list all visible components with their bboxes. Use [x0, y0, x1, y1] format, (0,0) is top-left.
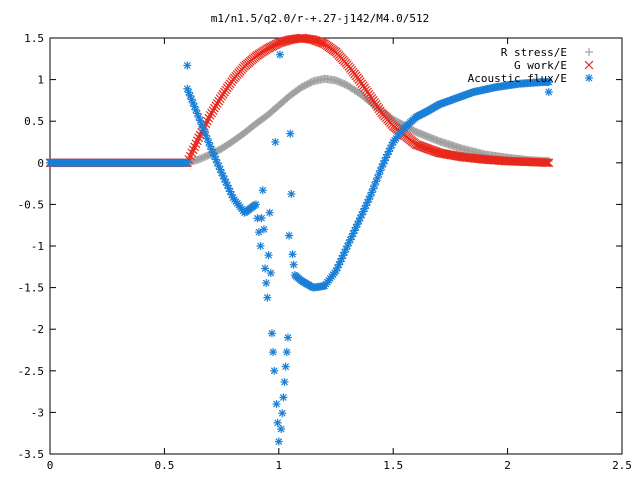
- data-point: [257, 214, 266, 223]
- data-point: [273, 418, 282, 427]
- data-point: [258, 186, 267, 195]
- data-point: [188, 145, 198, 155]
- x-tick-label: 2: [504, 459, 511, 472]
- x-tick-label: 1.5: [383, 459, 403, 472]
- data-point: [214, 96, 224, 106]
- data-point: [283, 333, 292, 342]
- data-point: [212, 98, 222, 108]
- x-tick-label: 1: [275, 459, 282, 472]
- data-point: [183, 61, 192, 70]
- data-point: [194, 133, 204, 143]
- y-tick-label: -0.5: [18, 198, 45, 211]
- y-tick-label: 0: [37, 157, 44, 170]
- series-layer: [45, 33, 554, 446]
- data-point: [275, 50, 284, 59]
- data-point: [542, 158, 552, 168]
- chart-title: m1/n1.5/q2.0/r-+.27-j142/M4.0/512: [211, 12, 430, 25]
- data-point: [190, 142, 200, 152]
- data-point: [286, 129, 295, 138]
- data-point: [281, 362, 290, 371]
- data-point: [266, 269, 275, 278]
- data-point: [183, 158, 192, 167]
- data-point: [360, 204, 369, 213]
- data-point: [269, 348, 278, 357]
- data-point: [191, 139, 201, 149]
- y-tick-label: -2.5: [18, 365, 45, 378]
- legend-label: G work/E: [514, 59, 567, 72]
- data-point: [544, 158, 554, 168]
- data-point: [285, 231, 294, 240]
- data-point: [251, 200, 260, 209]
- data-point: [205, 110, 215, 120]
- data-point: [279, 393, 288, 402]
- data-point: [277, 425, 286, 434]
- data-point: [267, 329, 276, 338]
- data-point: [282, 348, 291, 357]
- legend-label: Acoustic flux/E: [468, 72, 567, 85]
- data-point: [215, 94, 225, 104]
- legend-label: R stress/E: [501, 46, 567, 59]
- data-point: [544, 78, 553, 87]
- y-tick-label: -2: [31, 323, 44, 336]
- y-tick-label: 1.5: [24, 32, 44, 45]
- data-point: [207, 108, 217, 118]
- data-point: [224, 184, 233, 193]
- plot-frame: [49, 37, 623, 455]
- data-point: [187, 148, 197, 158]
- data-point: [318, 38, 328, 48]
- data-point: [288, 250, 297, 259]
- data-point: [190, 102, 199, 111]
- data-point: [280, 378, 289, 387]
- data-point: [208, 106, 218, 116]
- x-tick-label: 2.5: [612, 459, 632, 472]
- x-tick-label: 0: [47, 459, 54, 472]
- data-point: [541, 158, 551, 168]
- y-tick-label: 1: [37, 74, 44, 87]
- data-point: [210, 103, 219, 113]
- data-point: [274, 437, 283, 446]
- y-tick-label: 0.5: [24, 115, 44, 128]
- series-g-work-e: [45, 33, 554, 168]
- data-point: [317, 38, 327, 48]
- y-tick-label: -3: [31, 406, 44, 419]
- legend-marker: [585, 48, 593, 56]
- data-point: [271, 138, 280, 146]
- y-tick-label: -3.5: [18, 448, 45, 461]
- data-point: [272, 400, 281, 409]
- data-point: [262, 279, 271, 288]
- data-point: [202, 116, 212, 126]
- x-tick-label: 0.5: [154, 459, 174, 472]
- legend-marker: [584, 60, 594, 70]
- data-point: [270, 366, 279, 375]
- data-point: [192, 136, 202, 146]
- data-point: [540, 158, 549, 168]
- y-tick-label: -1.5: [18, 282, 45, 295]
- series-acoustic-flux-e: [46, 50, 553, 446]
- data-point: [289, 260, 298, 269]
- data-point: [264, 251, 273, 260]
- data-point: [265, 208, 274, 217]
- data-point: [287, 190, 296, 198]
- data-point: [211, 101, 221, 111]
- data-point: [259, 225, 268, 234]
- legend-marker: [585, 74, 593, 82]
- data-point: [204, 113, 214, 123]
- data-point: [544, 88, 553, 97]
- axis-ticks: 0 0.5 1 1.5 2 2.5 1.5 1 0.5 0 -0.5 -1 -1.5 -2 -2.5 -3 -3…: [18, 32, 632, 472]
- data-point: [278, 409, 287, 418]
- data-point: [261, 264, 270, 273]
- y-tick-label: -1: [31, 240, 44, 253]
- data-point: [263, 293, 272, 302]
- data-point: [256, 242, 265, 250]
